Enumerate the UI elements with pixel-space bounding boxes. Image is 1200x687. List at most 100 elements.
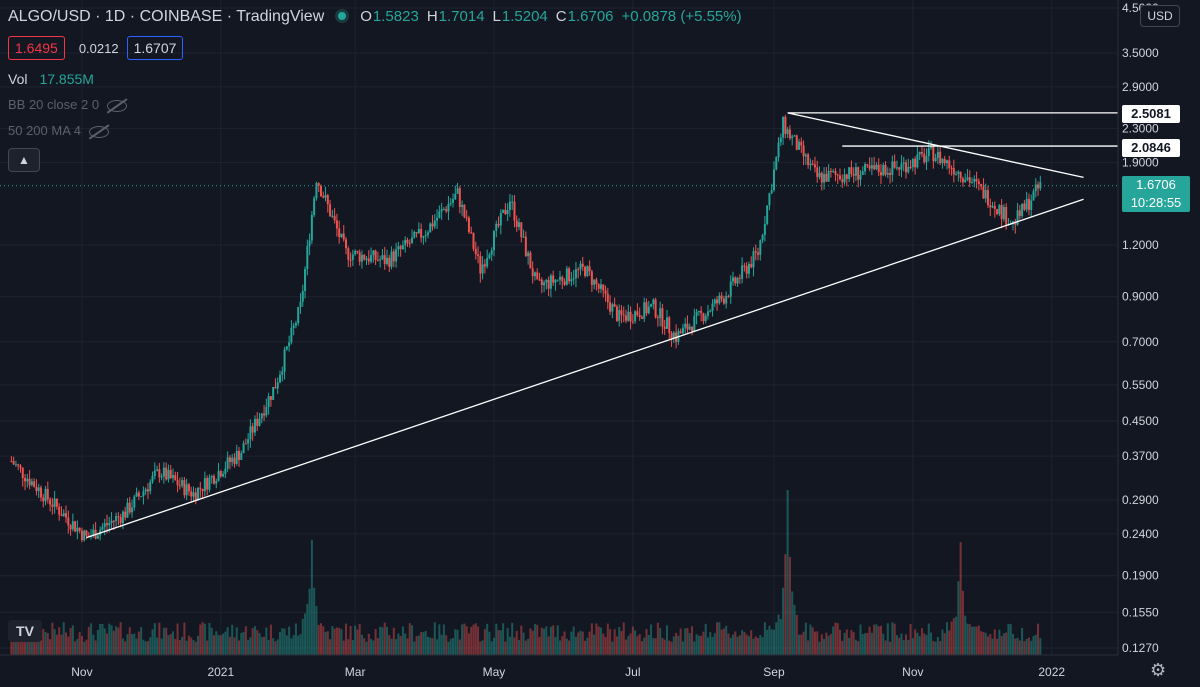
time-axis[interactable]: Nov 2021 Mar May Jul Sep Nov 2022 [0,654,1118,679]
volume-bar [665,625,668,655]
candle-body [115,516,118,521]
volume-bar [137,631,140,655]
candle-body [301,290,304,302]
candle-body [745,265,748,274]
volume-bar [51,622,54,655]
volume-bar [1027,637,1030,655]
volume-bar [319,623,322,655]
candle-body [522,236,525,238]
candle-body [240,453,243,460]
candle-body [843,174,846,183]
volume-bar [709,632,712,655]
candle-body [17,464,20,466]
candle-body [438,211,441,218]
indicator-bollinger[interactable]: BB 20 close 2 0 [8,97,128,112]
volume-bar [886,623,889,655]
volume-bar [345,623,348,655]
volume-bar [574,636,577,655]
volume-bar [961,590,964,655]
candle-body [656,317,659,319]
candle-body [811,163,814,165]
price-candles [10,114,1042,543]
indicator-label: BB 20 close 2 0 [8,97,100,112]
candle-body [515,220,518,227]
volume-bar [290,638,293,655]
volume-bar [285,635,288,655]
trend-drawings[interactable] [0,112,1118,539]
bid-price-button[interactable]: 1.6495 [8,36,65,60]
candle-body [431,223,434,227]
volume-bar [832,626,835,655]
volume-bar [745,634,748,655]
candle-body [918,151,921,155]
candle-body [948,160,951,168]
candle-body [126,502,129,518]
volume-bar [679,628,682,655]
ask-price-button[interactable]: 1.6707 [126,36,184,60]
candle-body [536,272,539,280]
volume-bar [932,640,935,655]
volume-bar [738,635,741,655]
volume-bar [78,632,81,655]
symbol-line[interactable]: ALGO/USD · 1D · COINBASE · TradingView [8,8,325,25]
candle-body [210,476,213,478]
candle-body [333,215,336,221]
currency-selector[interactable]: USD [1140,5,1180,27]
candle-body [151,475,154,482]
volume-bar [677,635,680,655]
tradingview-logo[interactable]: TV [8,620,42,642]
volume-bar [622,622,625,655]
volume-bar [474,623,477,655]
volume-bar [918,636,921,655]
candle-body [864,164,867,172]
candle-body [670,333,673,339]
volume-bar [351,639,354,655]
volume-bar [843,632,846,655]
collapse-legend-button[interactable]: ▲ [8,148,40,172]
volume-bar [675,632,678,655]
candle-body [103,523,106,527]
candle-body [986,190,989,206]
volume-legend[interactable]: Vol 17.855M [8,71,100,87]
candle-body [197,487,200,501]
candle-body [385,257,388,264]
candle-body [212,476,215,484]
eye-hidden-icon[interactable] [107,99,128,112]
volume-bar [228,636,231,655]
candle-body [269,396,272,400]
gear-icon[interactable]: ⚙ [1150,660,1167,680]
candle-body [877,164,880,173]
volume-bar [681,641,684,655]
volume-bar [169,634,172,655]
candle-body [392,251,395,262]
volume-bar [945,622,948,655]
eye-hidden-icon[interactable] [89,125,109,138]
price-tick-label: 0.4500 [1122,414,1159,428]
candle-body [169,470,172,478]
candle-body [356,250,359,253]
volume-bar [260,637,263,655]
volume-bar [691,626,694,655]
volume-bar [187,635,190,655]
volume-bar [199,624,202,655]
candle-body [208,477,211,490]
candle-body [834,171,837,175]
price-axis[interactable]: 0.1270 0.1550 0.1900 0.2400 0.2900 0.3700 0.45… [1117,0,1159,655]
indicator-moving-average[interactable]: 50 200 MA 4 [8,123,109,138]
volume-bar [980,631,983,655]
volume-bar [754,636,757,655]
volume-bar [24,638,27,655]
price-tick-label: 0.2900 [1122,493,1159,507]
volume-bar [329,639,332,655]
volume-bar [590,623,593,655]
candle-body [577,269,580,271]
high-label: H [426,8,438,25]
volume-bar [834,622,837,655]
volume-bar [866,632,869,655]
volume-bar [69,627,72,655]
candle-body [397,246,400,250]
volume-bar [249,637,252,655]
candle-body [1023,203,1026,210]
candle-body [272,387,275,400]
